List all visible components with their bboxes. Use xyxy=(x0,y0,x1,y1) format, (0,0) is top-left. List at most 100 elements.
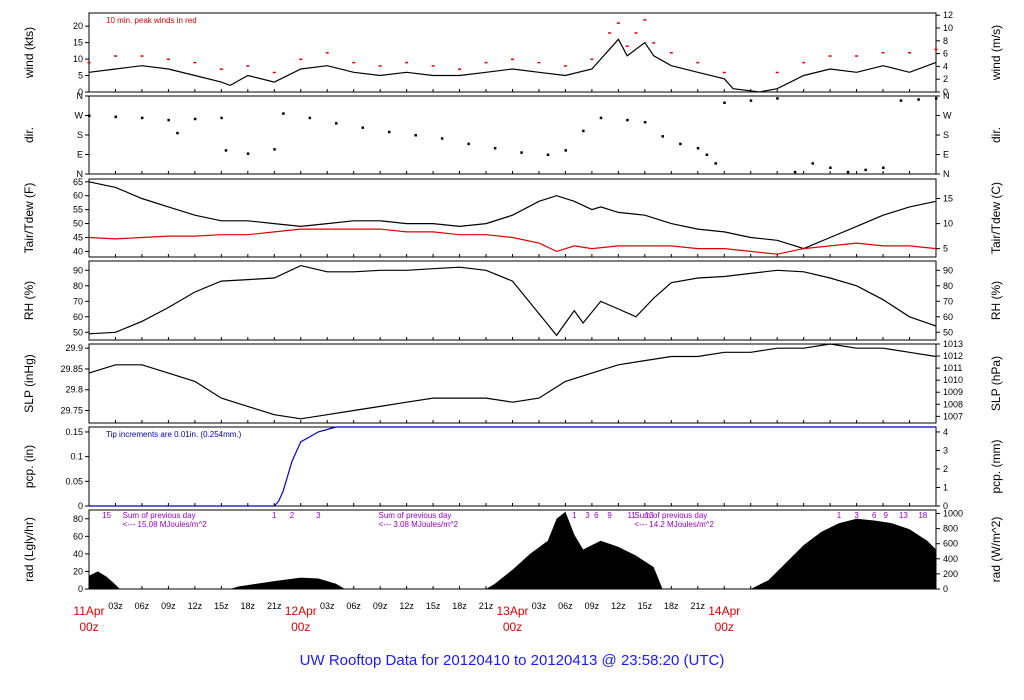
dir-point xyxy=(193,117,197,121)
ylabel-right-wind: wind (m/s) xyxy=(989,25,1003,81)
ytick-right-label: 1008 xyxy=(943,399,963,409)
day-sum-value: <--- 14.2 MJoules/m^2 xyxy=(634,520,714,529)
peak-wind-mark xyxy=(696,61,700,64)
dir-point xyxy=(714,162,717,165)
ytick-left-label: 15 xyxy=(73,38,83,48)
ytick-left-label: S xyxy=(77,130,83,140)
ytick-left-label: 20 xyxy=(73,21,83,31)
ytick-left-label: 29.9 xyxy=(65,343,83,353)
ytick-left-label: 0.1 xyxy=(70,452,83,462)
peak-wind-mark xyxy=(652,42,656,44)
ylabel-left-precip: pcp. (in) xyxy=(22,445,36,488)
ytick-right-label: 0 xyxy=(943,501,948,511)
dir-point xyxy=(361,126,365,129)
xtick-label: 18z xyxy=(664,601,679,611)
ytick-left-label: 65 xyxy=(73,177,83,187)
ytick-left-label: 0 xyxy=(78,584,83,594)
peak-wind-mark xyxy=(828,55,832,57)
ytick-right-label: 1009 xyxy=(943,387,963,397)
dir-point xyxy=(723,101,726,104)
radiation-area xyxy=(89,511,936,589)
dir-point xyxy=(546,153,550,156)
radiation-hour-label: 1 xyxy=(272,511,277,520)
ytick-right-label: E xyxy=(943,150,949,160)
peak-wind-mark xyxy=(669,52,673,54)
peak-wind-mark xyxy=(775,71,779,74)
peak-wind-mark xyxy=(722,71,726,74)
ytick-right-label: 1000 xyxy=(943,509,963,519)
day-label-date: 13Apr xyxy=(496,604,528,618)
day-label-date: 14Apr xyxy=(708,604,740,618)
peak-wind-mark xyxy=(616,22,620,24)
ytick-right-label: 0 xyxy=(943,87,948,97)
peak-wind-mark xyxy=(219,68,223,70)
rh-line xyxy=(88,264,937,337)
dir-point xyxy=(440,137,444,140)
panel-frame-temp xyxy=(88,178,937,258)
panel-frame-slp xyxy=(88,343,937,424)
xtick-label: 15z xyxy=(638,601,653,611)
panel-frame-dir xyxy=(88,95,937,175)
day-label-hour: 00z xyxy=(79,620,98,634)
annotation-precip: Tip increments are 0.01in. (0.254mm.) xyxy=(106,430,242,439)
dir-point xyxy=(167,118,170,122)
dir-point xyxy=(776,97,779,100)
chart-title: UW Rooftop Data for 20120410 to 20120413… xyxy=(299,652,725,669)
ytick-left-label: 0.05 xyxy=(65,476,83,486)
ytick-left-label: 60 xyxy=(73,312,83,322)
day-sum-label: Sum of previous day xyxy=(123,511,196,520)
xtick-label: 15z xyxy=(426,601,441,611)
dir-point xyxy=(846,170,850,174)
ytick-left-label: 0 xyxy=(78,501,83,511)
dir-point xyxy=(935,97,938,100)
ylabel-right-dir: dir. xyxy=(989,127,1003,143)
dir-point xyxy=(626,118,629,122)
ytick-right-label: 90 xyxy=(943,265,953,275)
ylabel-right-slp: SLP (hPa) xyxy=(989,356,1003,411)
peak-wind-mark xyxy=(352,61,356,64)
xtick-label: 06z xyxy=(346,601,361,611)
day-label-hour: 00z xyxy=(291,620,310,634)
xtick-label: 18z xyxy=(452,601,467,611)
panel-frame-wind xyxy=(88,12,937,93)
xtick-label: 06z xyxy=(135,601,150,611)
radiation-hour-label: 6 xyxy=(872,511,877,520)
ylabel-left-slp: SLP (inHg) xyxy=(22,354,36,412)
dir-point xyxy=(308,116,312,120)
air-temp-line xyxy=(88,181,937,250)
dir-point xyxy=(520,151,523,154)
ylabel-left-rh: RH (%) xyxy=(22,281,36,320)
ylabel-left-dir: dir. xyxy=(22,127,36,143)
peak-wind-mark xyxy=(193,61,197,64)
xtick-label: 12z xyxy=(188,601,203,611)
ytick-left-label: 10 xyxy=(73,54,83,64)
dir-point xyxy=(917,98,920,101)
dir-point xyxy=(282,112,285,115)
peak-wind-mark xyxy=(166,58,170,61)
xtick-label: 21z xyxy=(691,601,706,611)
xtick-label: 12z xyxy=(399,601,414,611)
ylabel-right-temp: Tair/Tdew (C) xyxy=(989,182,1003,254)
dir-point xyxy=(88,114,91,117)
dir-point xyxy=(599,116,603,120)
ytick-right-label: 2 xyxy=(943,74,948,84)
ytick-right-label: 8 xyxy=(943,36,948,46)
ytick-right-label: 15 xyxy=(943,194,953,204)
radiation-hour-label: 13 xyxy=(899,511,908,520)
ytick-left-label: 5 xyxy=(78,71,83,81)
dir-point xyxy=(749,99,753,102)
dir-point xyxy=(140,116,144,120)
ytick-left-label: 55 xyxy=(73,205,83,215)
ytick-right-label: 1013 xyxy=(943,339,963,349)
dir-point xyxy=(899,99,903,102)
day-label-hour: 00z xyxy=(715,620,734,634)
ytick-right-label: 10 xyxy=(943,23,953,33)
ytick-left-label: N xyxy=(77,91,84,101)
radiation-hour-label: 2 xyxy=(290,511,295,520)
dir-point xyxy=(582,129,585,133)
ytick-left-label: 40 xyxy=(73,549,83,559)
radiation-hour-label: 3 xyxy=(316,511,321,520)
ytick-left-label: 60 xyxy=(73,531,83,541)
peak-wind-mark xyxy=(299,58,303,61)
ytick-right-label: 2 xyxy=(943,464,948,474)
